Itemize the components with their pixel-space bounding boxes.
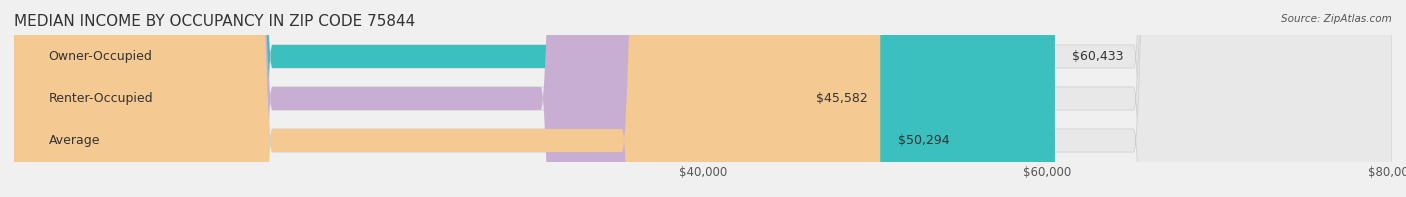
- FancyBboxPatch shape: [14, 0, 1392, 197]
- Text: $60,433: $60,433: [1073, 50, 1123, 63]
- Text: Average: Average: [48, 134, 100, 147]
- Text: $50,294: $50,294: [897, 134, 949, 147]
- FancyBboxPatch shape: [14, 0, 1054, 197]
- Text: Owner-Occupied: Owner-Occupied: [48, 50, 152, 63]
- Text: $45,582: $45,582: [817, 92, 868, 105]
- Text: MEDIAN INCOME BY OCCUPANCY IN ZIP CODE 75844: MEDIAN INCOME BY OCCUPANCY IN ZIP CODE 7…: [14, 14, 415, 29]
- Text: Source: ZipAtlas.com: Source: ZipAtlas.com: [1281, 14, 1392, 24]
- FancyBboxPatch shape: [14, 0, 1392, 197]
- Text: Renter-Occupied: Renter-Occupied: [48, 92, 153, 105]
- FancyBboxPatch shape: [14, 0, 1392, 197]
- FancyBboxPatch shape: [14, 0, 799, 197]
- FancyBboxPatch shape: [14, 0, 880, 197]
